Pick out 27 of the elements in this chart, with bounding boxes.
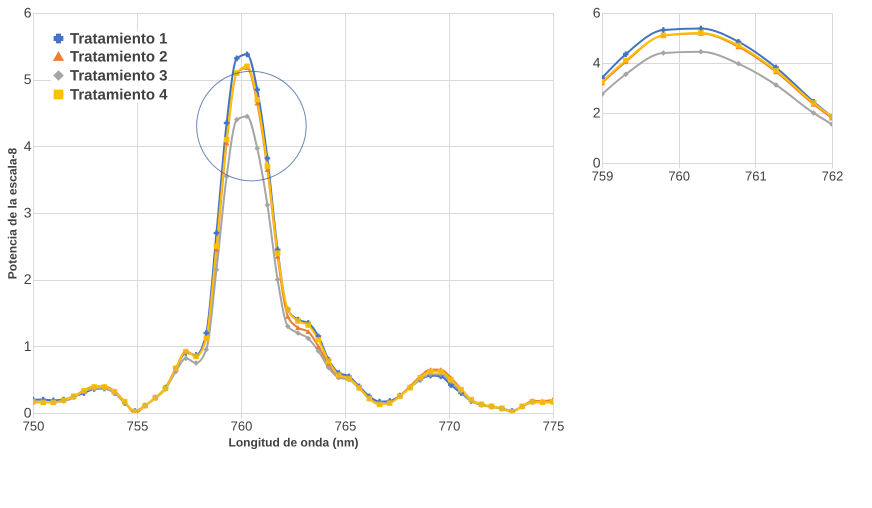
y-tick-label: 0 bbox=[24, 404, 32, 420]
x-tick-label: 762 bbox=[822, 168, 844, 184]
x-tick-label: 759 bbox=[592, 168, 614, 184]
legend-label: Tratamiento 3 bbox=[70, 68, 168, 84]
y-tick-label: 6 bbox=[24, 4, 32, 20]
x-tick-label: 775 bbox=[542, 418, 564, 434]
x-tick-label: 750 bbox=[22, 418, 44, 434]
x-tick-label: 755 bbox=[126, 418, 148, 434]
x-axis-title: Longitud de onda (nm) bbox=[228, 436, 358, 450]
y-tick-label: 2 bbox=[24, 271, 32, 288]
y-tick-label: 4 bbox=[24, 138, 32, 154]
y-tick-label: 2 bbox=[592, 104, 601, 120]
legend-label: Tratamiento 4 bbox=[70, 86, 168, 104]
y-tick-label: 3 bbox=[24, 204, 32, 220]
y-tick-label: 1 bbox=[24, 338, 32, 354]
y-tick-label: 0 bbox=[592, 154, 601, 170]
x-tick-label: 761 bbox=[744, 168, 767, 184]
x-tick-label: 760 bbox=[668, 168, 690, 184]
y-tick-label: 5 bbox=[24, 71, 32, 88]
y-tick-label: 4 bbox=[592, 54, 601, 70]
legend-label: Tratamiento 2 bbox=[70, 48, 168, 66]
x-tick-label: 760 bbox=[230, 418, 252, 434]
x-tick-label: 770 bbox=[438, 418, 460, 434]
y-tick-label: 6 bbox=[592, 4, 601, 20]
y-axis-title: Potencia de la escala-8 bbox=[6, 147, 20, 280]
x-tick-label: 765 bbox=[334, 418, 356, 434]
legend-label: Tratamiento 1 bbox=[70, 30, 168, 48]
